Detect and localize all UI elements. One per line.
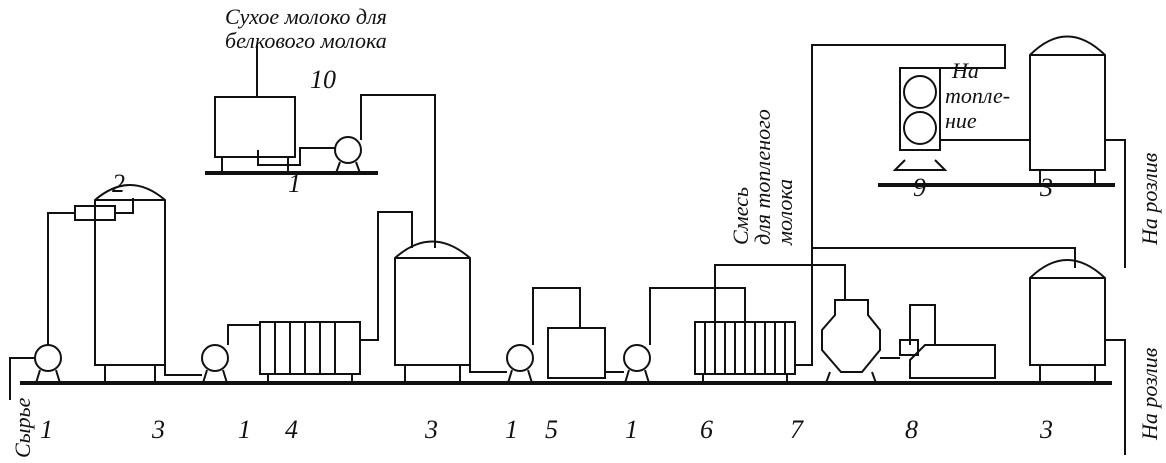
equipment-number: 10 [310,65,336,94]
equipment-number: 9 [913,173,926,202]
homogenizer [895,68,945,170]
pump [507,345,533,371]
equipment-number: 3 [1039,415,1053,444]
tank [1030,260,1105,383]
equipment-number: 4 [285,415,298,444]
equipment-number: 1 [625,415,638,444]
labels: Сухое молоко для белкового молока На топ… [10,4,1162,458]
pumps [35,137,650,383]
annotation: На [951,58,979,83]
plates [703,322,787,383]
equipment-number: 3 [424,415,438,444]
pump [202,345,228,371]
equipment-number: 1 [40,415,53,444]
equipment-number: 2 [112,169,125,198]
equipment-number: 8 [905,415,918,444]
equipment-number: 7 [790,415,804,444]
pipe [10,198,133,400]
pump [35,345,61,371]
hopper [215,97,295,157]
separator [822,300,880,383]
equipment-number: 1 [238,415,251,444]
tank [95,185,165,383]
annotation: Сырье [10,397,35,458]
annotation: На розлив [1137,152,1162,246]
drum [904,76,936,108]
pipe [470,288,745,372]
equipment-number: 3 [151,415,165,444]
pipe [165,325,260,375]
pipe [360,95,435,340]
annotation: ние [945,108,977,133]
annotation: белкового молока [225,28,387,53]
equipment-number: 6 [700,415,713,444]
tank [395,242,470,384]
annotation: Сухое молоко для [225,4,387,29]
pump [624,345,650,371]
equipment-number: 3 [1039,173,1053,202]
pipe [940,140,1125,455]
tank [1030,37,1105,186]
equipment-number: 1 [288,169,301,198]
annotation: молока [772,179,797,246]
equipment-number: 5 [545,415,558,444]
annotation: На розлив [1137,347,1162,441]
annotation: топле- [945,83,1010,108]
tank-box [548,328,605,378]
equipment-number: 1 [505,415,518,444]
pump [335,137,361,163]
drum [904,112,936,144]
pump-feet [36,162,649,383]
filler [900,340,995,378]
process-diagram: Сухое молоко для белкового молока На топ… [0,0,1166,463]
